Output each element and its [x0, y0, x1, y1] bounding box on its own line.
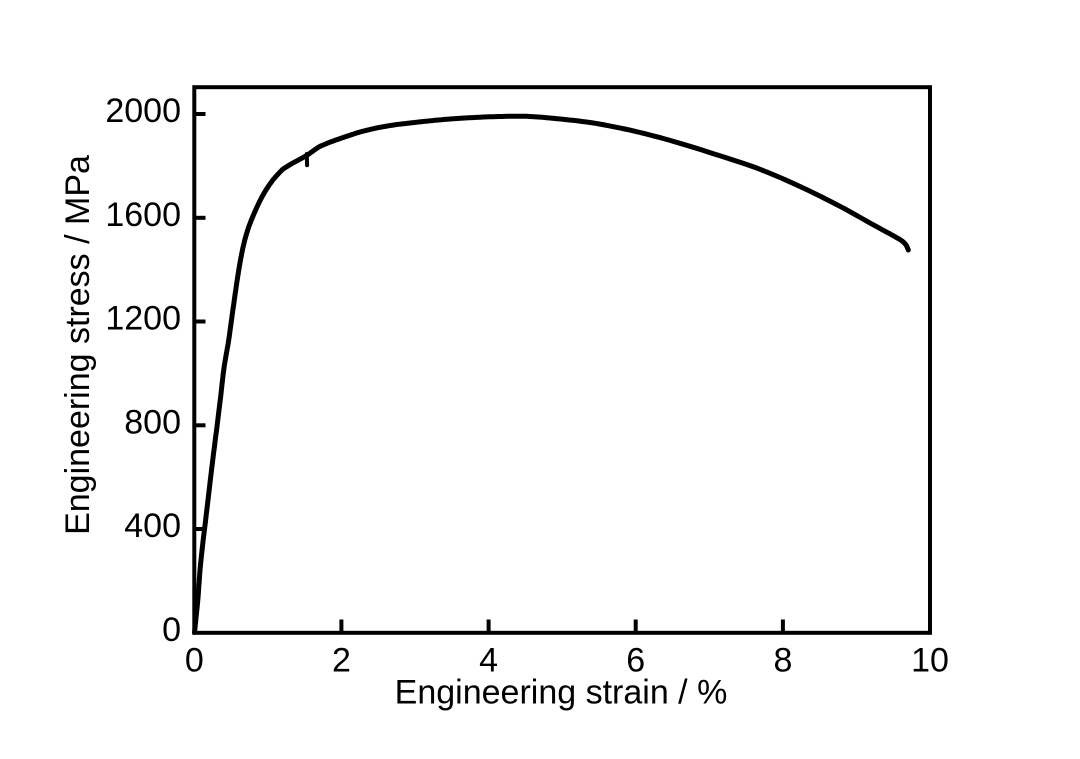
svg-text:800: 800 [124, 403, 181, 441]
svg-text:6: 6 [626, 641, 645, 679]
svg-text:8: 8 [773, 641, 792, 679]
svg-text:2: 2 [332, 641, 351, 679]
svg-text:1600: 1600 [105, 196, 181, 234]
svg-text:0: 0 [185, 641, 204, 679]
svg-text:10: 10 [911, 641, 949, 679]
svg-text:4: 4 [479, 641, 498, 679]
svg-text:Engineering stress / MPa: Engineering stress / MPa [59, 155, 97, 535]
svg-text:Engineering strain / %: Engineering strain / % [395, 674, 728, 712]
svg-text:400: 400 [124, 507, 181, 545]
svg-text:2000: 2000 [105, 92, 181, 130]
svg-text:0: 0 [162, 611, 181, 649]
svg-text:1200: 1200 [105, 300, 181, 338]
